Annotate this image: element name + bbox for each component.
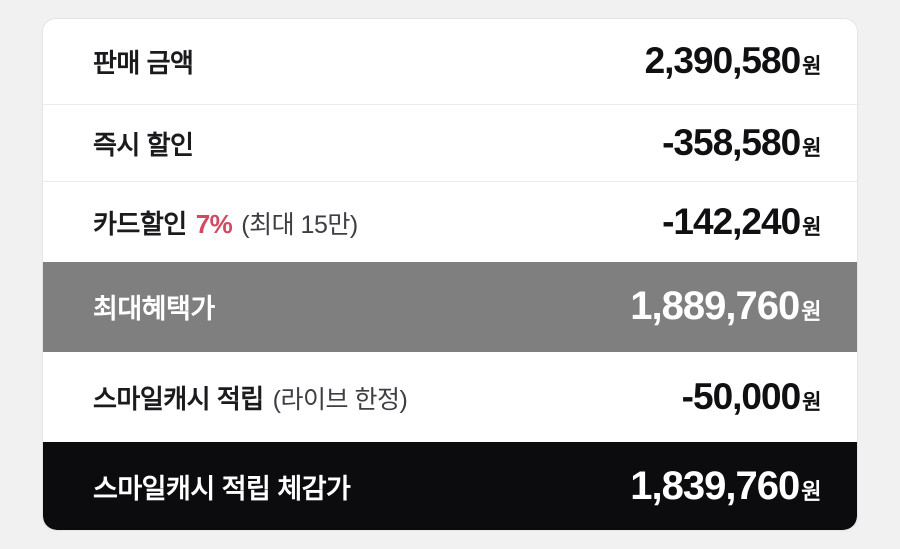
row-label: 스마일캐시 적립 [93,383,264,414]
row-label: 카드할인 [93,208,187,239]
row-value-group: -358,580 원 [662,122,821,164]
row-note: (라이브 한정) [272,385,408,414]
row-value-group: 1,889,760 원 [630,284,821,329]
row-label-group: 즉시 할인 [93,125,194,162]
row-max-benefit-price: 최대혜택가 1,889,760 원 [43,262,857,352]
row-value-group: 1,839,760 원 [630,464,821,509]
row-label-group: 판매 금액 [93,43,194,80]
discount-percent: 7% [195,208,233,239]
row-label-group: 최대혜택가 [93,287,215,326]
row-note: (최대 15만) [241,210,358,239]
currency-unit: 원 [802,216,821,240]
row-card-discount: 카드할인 7% (최대 15만) -142,240 원 [43,181,857,263]
row-smilecash-effective-price: 스마일캐시 적립 체감가 1,839,760 원 [43,442,857,530]
row-value: 2,390,580 [644,40,802,82]
row-smilecash-reward: 스마일캐시 적립 (라이브 한정) -50,000 원 [43,351,857,443]
row-label: 판매 금액 [93,47,194,78]
row-label-group: 스마일캐시 적립 (라이브 한정) [93,379,408,416]
price-summary-card: 판매 금액 2,390,580 원 즉시 할인 -358,580 원 카드할인 … [42,18,858,531]
row-value: -142,240 [662,201,801,243]
currency-unit: 원 [802,391,821,415]
currency-unit: 원 [802,55,821,79]
row-label: 최대혜택가 [93,294,215,325]
row-label-group: 스마일캐시 적립 체감가 [93,467,351,506]
row-value-group: 2,390,580 원 [644,40,822,82]
row-value: -50,000 [681,376,801,418]
row-value: 1,889,760 [630,284,800,329]
row-label-group: 카드할인 7% (최대 15만) [93,204,358,241]
row-value: 1,839,760 [630,463,800,508]
currency-unit: 원 [802,137,821,161]
row-label: 즉시 할인 [93,129,194,160]
row-value: -358,580 [662,122,801,164]
row-value-group: -50,000 원 [681,376,822,418]
currency-unit: 원 [801,299,821,325]
row-instant-discount: 즉시 할인 -358,580 원 [43,103,857,182]
currency-unit: 원 [801,478,821,504]
row-sale-amount: 판매 금액 2,390,580 원 [43,19,857,104]
row-value-group: -142,240 원 [662,201,821,243]
row-label: 스마일캐시 적립 체감가 [93,473,351,504]
